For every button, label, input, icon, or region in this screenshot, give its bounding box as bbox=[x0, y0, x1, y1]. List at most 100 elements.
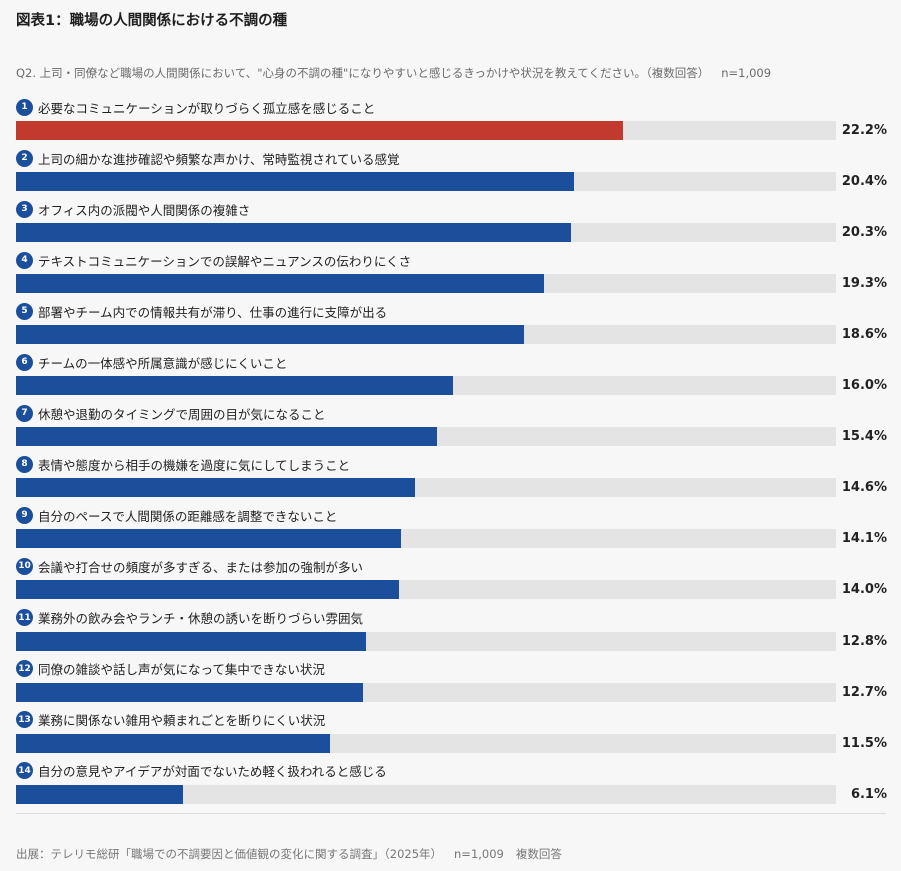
value-label: 14.6% bbox=[841, 480, 887, 496]
divider bbox=[16, 813, 886, 814]
rank-badge: 8 bbox=[16, 455, 33, 473]
question-text: Q2. 上司・同僚など職場の人間関係において、"心身の不調の種"になりやすいと感… bbox=[16, 65, 771, 81]
source-sample-size: n=1,009 bbox=[454, 847, 504, 861]
bar bbox=[16, 376, 454, 396]
category-label: 自分の意見やアイデアが対面でないため軽く扱われると感じる bbox=[38, 764, 387, 780]
bar bbox=[16, 172, 574, 192]
rank-badge: 14 bbox=[16, 762, 33, 780]
bar-track bbox=[16, 427, 836, 447]
category-label: 必要なコミュニケーションが取りづらく孤立感を感じること bbox=[38, 100, 376, 116]
sample-size: n=1,009 bbox=[721, 66, 772, 80]
bar bbox=[16, 427, 437, 447]
rank-badge: 10 bbox=[16, 557, 33, 575]
value-label: 20.3% bbox=[841, 225, 887, 241]
bar-row: 12 同僚の雑談や話し声が気になって集中できない状況 12.7% bbox=[0, 659, 901, 710]
bar-row: 11 業務外の飲み会やランチ・休憩の誘いを断りづらい雰囲気 12.8% bbox=[0, 608, 901, 659]
bar-track bbox=[16, 682, 836, 702]
bar bbox=[16, 682, 364, 702]
category-label: 上司の細かな進捗確認や頻繁な声かけ、常時監視されている感覚 bbox=[38, 151, 400, 167]
bar-row: 8 表情や態度から相手の機嫌を過度に気にしてしまうこと 14.6% bbox=[0, 454, 901, 505]
bar-track bbox=[16, 478, 836, 498]
bar-track bbox=[16, 631, 836, 651]
value-label: 11.5% bbox=[841, 735, 887, 751]
category-label: 表情や態度から相手の機嫌を過度に気にしてしまうこと bbox=[38, 457, 351, 473]
bar-track bbox=[16, 529, 836, 549]
value-label: 15.4% bbox=[841, 429, 887, 445]
bar-track bbox=[16, 274, 836, 294]
rank-badge: 13 bbox=[16, 711, 33, 729]
bar-label: 11 業務外の飲み会やランチ・休憩の誘いを断りづらい雰囲気 bbox=[16, 608, 363, 628]
bar-track bbox=[16, 325, 836, 345]
bar-row: 9 自分のペースで人間関係の距離感を調整できないこと 14.1% bbox=[0, 505, 901, 556]
value-label: 16.0% bbox=[841, 378, 887, 394]
bar-track bbox=[16, 733, 836, 753]
category-label: 業務に関係ない雑用や頼まれごとを断りにくい状況 bbox=[38, 713, 326, 729]
bar-label: 1 必要なコミュニケーションが取りづらく孤立感を感じること bbox=[16, 97, 375, 117]
bar-track bbox=[16, 172, 836, 192]
bar-row: 2 上司の細かな進捗確認や頻繁な声かけ、常時監視されている感覚 20.4% bbox=[0, 148, 901, 199]
bar bbox=[16, 733, 331, 753]
bar bbox=[16, 121, 623, 140]
bar bbox=[16, 580, 399, 600]
bar-label: 7 休憩や退勤のタイミングで周囲の目が気になること bbox=[16, 403, 326, 423]
rank-badge: 3 bbox=[16, 200, 33, 218]
bar-label: 6 チームの一体感や所属意識が感じにくいこと bbox=[16, 352, 287, 372]
question-label: Q2. 上司・同僚など職場の人間関係において、"心身の不調の種"になりやすいと感… bbox=[16, 66, 710, 80]
rank-badge: 12 bbox=[16, 660, 33, 678]
bar-row: 6 チームの一体感や所属意識が感じにくいこと 16.0% bbox=[0, 352, 901, 403]
bar bbox=[16, 478, 416, 498]
category-label: 会議や打合せの頻度が多すぎる、または参加の強制が多い bbox=[38, 559, 364, 575]
bar-row: 10 会議や打合せの頻度が多すぎる、または参加の強制が多い 14.0% bbox=[0, 556, 901, 607]
bar-label: 5 部署やチーム内での情報共有が滞り、仕事の進行に支障が出る bbox=[16, 301, 387, 321]
value-label: 6.1% bbox=[850, 786, 887, 802]
bar bbox=[16, 274, 544, 294]
bar-label: 8 表情や態度から相手の機嫌を過度に気にしてしまうこと bbox=[16, 454, 350, 474]
source-answer-type: 複数回答 bbox=[515, 847, 562, 861]
bar-track bbox=[16, 580, 836, 600]
bar bbox=[16, 529, 402, 549]
rank-badge: 1 bbox=[16, 98, 33, 116]
bar-row: 5 部署やチーム内での情報共有が滞り、仕事の進行に支障が出る 18.6% bbox=[0, 301, 901, 352]
value-label: 19.3% bbox=[841, 276, 887, 292]
bar bbox=[16, 223, 571, 243]
bar-label: 10 会議や打合せの頻度が多すぎる、または参加の強制が多い bbox=[16, 556, 363, 576]
bar-row: 3 オフィス内の派閥や人間関係の複雑さ 20.3% bbox=[0, 199, 901, 250]
bar-label: 13 業務に関係ない雑用や頼まれごとを断りにくい状況 bbox=[16, 710, 325, 730]
category-label: 自分のペースで人間関係の距離感を調整できないこと bbox=[38, 508, 338, 524]
category-label: チームの一体感や所属意識が感じにくいこと bbox=[38, 355, 288, 371]
category-label: 休憩や退勤のタイミングで周囲の目が気になること bbox=[38, 406, 326, 422]
value-label: 22.2% bbox=[841, 123, 887, 138]
value-label: 14.0% bbox=[841, 582, 887, 598]
category-label: オフィス内の派閥や人間関係の複雑さ bbox=[38, 202, 251, 218]
category-label: 部署やチーム内での情報共有が滞り、仕事の進行に支障が出る bbox=[38, 304, 388, 320]
bar-track bbox=[16, 376, 836, 396]
source-text: 出展：テレリモ総研「職場での不調要因と価値観の変化に関する調査」（2025年） bbox=[16, 847, 443, 861]
bar-row: 14 自分の意見やアイデアが対面でないため軽く扱われると感じる 6.1% bbox=[0, 761, 901, 812]
source-note: 出展：テレリモ総研「職場での不調要因と価値観の変化に関する調査」（2025年） n… bbox=[16, 846, 562, 862]
value-label: 12.7% bbox=[841, 684, 887, 700]
rank-badge: 6 bbox=[16, 353, 33, 371]
bar-track bbox=[16, 223, 836, 243]
category-label: テキストコミュニケーションでの誤解やニュアンスの伝わりにくさ bbox=[38, 253, 412, 269]
bar bbox=[16, 325, 525, 345]
value-label: 20.4% bbox=[841, 174, 887, 190]
bar-label: 12 同僚の雑談や話し声が気になって集中できない状況 bbox=[16, 659, 325, 679]
rank-badge: 2 bbox=[16, 149, 33, 167]
value-label: 18.6% bbox=[841, 327, 887, 343]
bar-track bbox=[16, 121, 836, 140]
value-label: 14.1% bbox=[841, 531, 887, 547]
rank-badge: 9 bbox=[16, 506, 33, 524]
rank-badge: 5 bbox=[16, 302, 33, 320]
rank-badge: 7 bbox=[16, 404, 33, 422]
bar-label: 14 自分の意見やアイデアが対面でないため軽く扱われると感じる bbox=[16, 761, 387, 781]
bar-track bbox=[16, 784, 836, 804]
bar-row: 1 必要なコミュニケーションが取りづらく孤立感を感じること 22.2% bbox=[0, 97, 901, 148]
bar-label: 9 自分のペースで人間関係の距離感を調整できないこと bbox=[16, 505, 337, 525]
bar bbox=[16, 631, 366, 651]
bar-row: 4 テキストコミュニケーションでの誤解やニュアンスの伝わりにくさ 19.3% bbox=[0, 250, 901, 301]
category-label: 同僚の雑談や話し声が気になって集中できない状況 bbox=[38, 662, 325, 678]
bar-label: 2 上司の細かな進捗確認や頻繁な声かけ、常時監視されている感覚 bbox=[16, 148, 400, 168]
figure-title: 図表1：職場の人間関係における不調の種 bbox=[16, 13, 288, 29]
bar-row: 7 休憩や退勤のタイミングで周囲の目が気になること 15.4% bbox=[0, 403, 901, 454]
bar-label: 4 テキストコミュニケーションでの誤解やニュアンスの伝わりにくさ bbox=[16, 250, 411, 270]
